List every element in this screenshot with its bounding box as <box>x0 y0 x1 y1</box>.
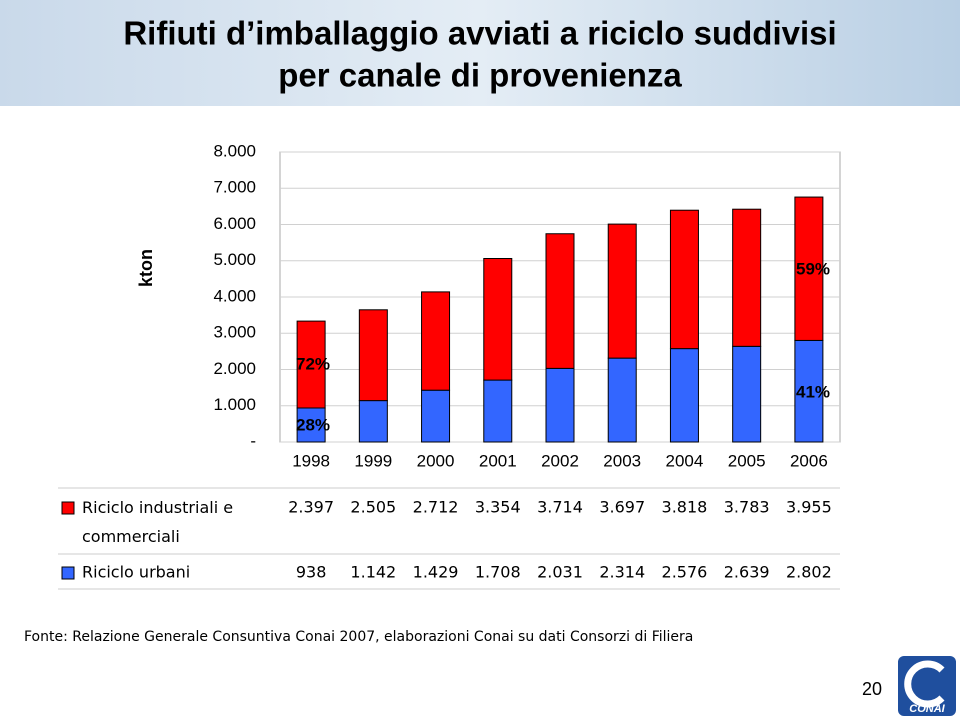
table-value: 3.354 <box>475 498 521 517</box>
bar-segment <box>358 400 388 443</box>
x-tick-label: 2005 <box>728 451 766 470</box>
bar-segment <box>545 233 575 369</box>
x-tick-label: 1999 <box>354 451 392 470</box>
table-value: 2.802 <box>786 563 832 582</box>
annotation: 72% <box>296 354 330 373</box>
table-value: 3.818 <box>662 498 708 517</box>
y-tick-label: - <box>250 431 256 450</box>
legend-swatch <box>61 501 75 515</box>
x-tick-label: 2004 <box>666 451 704 470</box>
table-value: 3.955 <box>786 498 832 517</box>
bar-segment <box>607 223 637 359</box>
bar-segment <box>669 348 699 443</box>
table-value: 3.697 <box>599 498 645 517</box>
table-value: 3.783 <box>724 498 770 517</box>
table-value: 3.714 <box>537 498 583 517</box>
table-value: 2.505 <box>350 498 396 517</box>
y-tick-label: 5.000 <box>213 250 256 269</box>
y-tick-label: 1.000 <box>213 395 256 414</box>
x-tick-label: 2000 <box>417 451 455 470</box>
legend-swatch <box>61 566 75 580</box>
y-tick-label: 4.000 <box>213 286 256 305</box>
bar-segment <box>483 258 513 381</box>
x-tick-label: 2001 <box>479 451 517 470</box>
y-tick-label: 3.000 <box>213 323 256 342</box>
x-tick-label: 2006 <box>790 451 828 470</box>
logo-shape <box>904 660 945 708</box>
x-tick-label: 2003 <box>603 451 641 470</box>
y-tick-label: 8.000 <box>213 141 256 160</box>
y-tick-label: 2.000 <box>213 359 256 378</box>
page-number: 20 <box>862 679 882 699</box>
y-tick-label: 7.000 <box>213 178 256 197</box>
bar-segment <box>545 367 575 443</box>
source-note: Fonte: Relazione Generale Consuntiva Con… <box>24 629 693 645</box>
table-value: 2.639 <box>724 563 770 582</box>
table-value: 2.712 <box>413 498 459 517</box>
bar-segment <box>732 345 762 443</box>
annotation: 59% <box>796 259 830 278</box>
table-value: 2.397 <box>288 498 334 517</box>
bar-segment <box>296 320 326 409</box>
table-value: 2.314 <box>599 563 645 582</box>
x-tick-label: 1998 <box>292 451 330 470</box>
legend-label: Riciclo industriali e commerciali <box>82 498 233 546</box>
bar-segment <box>794 196 824 341</box>
bar-segment <box>794 339 824 443</box>
table-value: 1.708 <box>475 563 521 582</box>
bar-segment <box>607 357 637 443</box>
chart-title: Rifiuti d’imballaggio avviati a riciclo … <box>123 15 836 52</box>
legend-label: Riciclo urbani <box>82 563 190 582</box>
table-value: 938 <box>296 563 327 582</box>
x-tick-label: 2002 <box>541 451 579 470</box>
table-value: 1.429 <box>413 563 459 582</box>
bar-segment <box>669 209 699 350</box>
header-background <box>0 0 960 106</box>
annotation: 28% <box>296 415 330 434</box>
bar-segment <box>483 379 513 443</box>
table-value: 1.142 <box>350 563 396 582</box>
chart-title: per canale di provenienza <box>278 57 682 94</box>
table-value: 2.031 <box>537 563 583 582</box>
y-tick-label: 6.000 <box>213 214 256 233</box>
y-axis-label: kton <box>136 249 156 287</box>
bar-segment <box>358 309 388 402</box>
bar-segment <box>421 389 451 443</box>
logo-text: CONAI <box>909 703 945 715</box>
table-value: 2.576 <box>662 563 708 582</box>
annotation: 41% <box>796 382 830 401</box>
bar-segment <box>732 208 762 347</box>
bar-segment <box>421 291 451 391</box>
